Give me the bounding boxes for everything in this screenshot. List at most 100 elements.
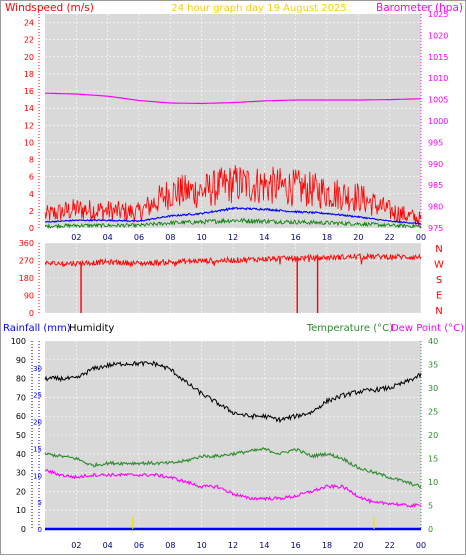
y-tick-label: 0 bbox=[428, 525, 433, 534]
y-tick-label: 2 bbox=[29, 207, 34, 216]
y-tick-label: 10 bbox=[33, 472, 42, 480]
temperature-axis-title: Temperature (°C) bbox=[306, 323, 393, 334]
y-tick-label: 100 bbox=[11, 337, 26, 346]
temperature-line bbox=[44, 447, 422, 489]
y-tick-label: 20 bbox=[24, 53, 34, 62]
y-tick-label: 0 bbox=[21, 525, 26, 534]
barometer-axis-title: Barometer (hpa) bbox=[376, 2, 463, 14]
y-tick-label: 10 bbox=[428, 478, 438, 487]
y-tick-label: 360 bbox=[19, 239, 34, 248]
x-tick-label: 04 bbox=[103, 233, 113, 242]
y-tick-label: 40 bbox=[16, 450, 26, 459]
y-tick-label: 15 bbox=[428, 455, 438, 464]
y-tick-label: 20 bbox=[16, 487, 26, 496]
y-tick-label: 0 bbox=[29, 309, 34, 318]
x-tick-label: 22 bbox=[385, 233, 395, 242]
y-tick-label: 25 bbox=[428, 408, 438, 417]
x-tick-label: 02 bbox=[71, 233, 81, 242]
y-tick-label: 1015 bbox=[428, 53, 448, 62]
direction-label: W bbox=[434, 260, 444, 271]
y-tick-label: 40 bbox=[428, 337, 438, 346]
x-tick-label: 22 bbox=[385, 541, 395, 550]
x-tick-label: 02 bbox=[71, 541, 81, 550]
x-tick-label: 10 bbox=[197, 233, 207, 242]
y-tick-label: 20 bbox=[33, 419, 42, 427]
barometer-line bbox=[45, 92, 422, 105]
y-tick-label: 35 bbox=[428, 361, 438, 370]
x-tick-label: 08 bbox=[165, 233, 175, 242]
direction-line bbox=[44, 252, 422, 268]
y-tick-label: 1000 bbox=[428, 117, 448, 126]
series bbox=[44, 360, 422, 531]
x-tick-label: 16 bbox=[291, 541, 301, 550]
y-tick-label: 16 bbox=[24, 87, 34, 96]
y-tick-label: 90 bbox=[16, 356, 26, 365]
chart-title: 24 hour graph day 19 August 2025 bbox=[171, 3, 347, 14]
x-tick-label: 20 bbox=[353, 233, 363, 242]
x-tick-label: 00 bbox=[416, 233, 426, 242]
x-tick-label: 06 bbox=[134, 233, 144, 242]
series bbox=[44, 252, 422, 313]
x-tick-label: 06 bbox=[134, 541, 144, 550]
wind-barometer-chart: 24 hour graph day 19 August 2025 Windspe… bbox=[5, 2, 463, 242]
rainfall-axis-title: Rainfall (mm) bbox=[3, 323, 71, 334]
y-tick-label: 1010 bbox=[428, 74, 448, 83]
y-tick-label: 270 bbox=[19, 257, 34, 266]
y-tick-label: 24 bbox=[24, 19, 34, 28]
x-tick-label: 08 bbox=[165, 541, 175, 550]
y-tick-label: 990 bbox=[428, 160, 443, 169]
windspeed-line bbox=[44, 165, 422, 227]
y-tick-label: 6 bbox=[29, 173, 34, 182]
y-tick-label: 18 bbox=[24, 70, 34, 79]
y-tick-label: 80 bbox=[16, 375, 26, 384]
axis-ticks: 0246810121416182022249759809859909951000… bbox=[24, 10, 449, 242]
y-tick-label: 0 bbox=[38, 526, 42, 534]
x-tick-label: 18 bbox=[322, 233, 332, 242]
y-tick-label: 10 bbox=[24, 138, 34, 147]
x-tick-label: 16 bbox=[291, 233, 301, 242]
x-tick-label: 04 bbox=[103, 541, 113, 550]
y-tick-label: 1020 bbox=[428, 31, 448, 40]
y-tick-label: 995 bbox=[428, 138, 443, 147]
dewpoint-axis-title: Dew Point (°C) bbox=[391, 323, 464, 334]
x-tick-label: 20 bbox=[353, 541, 363, 550]
y-tick-label: 980 bbox=[428, 203, 443, 212]
y-tick-label: 5 bbox=[428, 502, 433, 511]
humidity-axis-title: Humidity bbox=[69, 323, 114, 334]
y-tick-label: 1025 bbox=[428, 10, 448, 19]
y-tick-label: 10 bbox=[16, 506, 26, 515]
y-tick-label: 180 bbox=[19, 274, 34, 283]
series bbox=[44, 92, 422, 230]
y-tick-label: 30 bbox=[16, 469, 26, 478]
direction-label: N bbox=[435, 306, 442, 317]
dewpoint-line bbox=[44, 468, 422, 508]
x-tick-label: 18 bbox=[322, 541, 332, 550]
x-tick-label: 12 bbox=[228, 541, 238, 550]
direction-label: N bbox=[435, 244, 442, 255]
x-tick-label: 14 bbox=[259, 233, 269, 242]
y-tick-label: 5 bbox=[38, 499, 42, 507]
y-tick-label: 14 bbox=[24, 104, 34, 113]
axis-ticks: 0102030405060708090100051015202530051015… bbox=[11, 337, 438, 550]
y-tick-label: 90 bbox=[24, 292, 34, 301]
wind_avg-line bbox=[44, 206, 422, 225]
y-tick-label: 22 bbox=[24, 36, 34, 45]
direction-label: S bbox=[436, 275, 442, 286]
x-tick-label: 00 bbox=[416, 541, 426, 550]
y-tick-label: 975 bbox=[428, 224, 443, 233]
y-tick-label: 4 bbox=[29, 190, 34, 199]
gridlines bbox=[45, 14, 422, 229]
rain-humidity-temperature-chart: Rainfall (mm) Humidity Temperature (°C) … bbox=[3, 323, 464, 550]
x-tick-label: 12 bbox=[228, 233, 238, 242]
y-tick-label: 30 bbox=[33, 365, 42, 373]
y-tick-label: 25 bbox=[33, 392, 42, 400]
windspeed-axis-title: Windspeed (m/s) bbox=[5, 2, 94, 14]
y-tick-label: 30 bbox=[428, 384, 438, 393]
y-tick-label: 0 bbox=[29, 224, 34, 233]
direction-label: E bbox=[436, 291, 442, 302]
y-tick-label: 12 bbox=[24, 121, 34, 130]
y-tick-label: 985 bbox=[428, 181, 443, 190]
